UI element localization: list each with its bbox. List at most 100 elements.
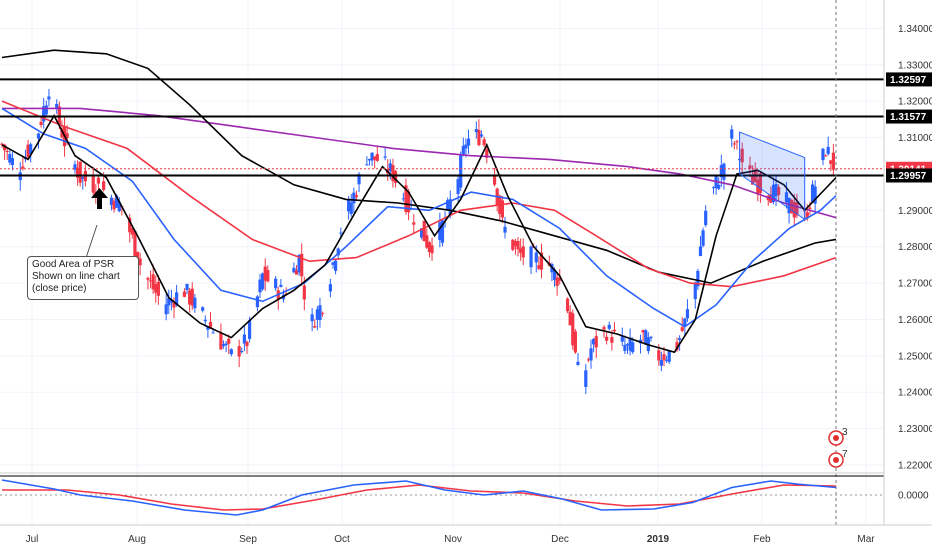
price-tick-label: 1.25000 bbox=[898, 351, 932, 362]
candle-body bbox=[404, 185, 408, 213]
candle-body bbox=[258, 279, 262, 293]
candle-body bbox=[383, 156, 387, 158]
candle-body bbox=[167, 297, 171, 306]
candle-body bbox=[78, 161, 82, 183]
time-label: Aug bbox=[128, 534, 146, 545]
price-axis[interactable]: 1.340001.330001.320001.310001.300001.290… bbox=[883, 0, 932, 525]
candle-body bbox=[511, 239, 515, 250]
ma-slow-black-line bbox=[1, 49, 837, 284]
candle-body bbox=[164, 304, 168, 315]
candle-body bbox=[610, 337, 614, 343]
candle-body bbox=[438, 222, 442, 241]
candle bbox=[823, 154, 828, 157]
candle-body bbox=[466, 138, 471, 146]
candle bbox=[664, 355, 669, 363]
candle-body bbox=[623, 344, 627, 351]
candle-body bbox=[446, 200, 450, 209]
candle-body bbox=[367, 158, 372, 161]
candle bbox=[638, 334, 643, 354]
candle bbox=[266, 265, 270, 283]
candle bbox=[730, 125, 734, 148]
support-resistance-lines bbox=[0, 78, 884, 177]
candle-body bbox=[456, 179, 460, 194]
candle-body bbox=[659, 360, 663, 366]
candle bbox=[154, 275, 158, 303]
time-label: Mar bbox=[857, 534, 875, 545]
candle-body bbox=[401, 198, 405, 200]
candle bbox=[537, 256, 541, 271]
candle bbox=[659, 351, 663, 372]
candle bbox=[592, 338, 596, 353]
candle bbox=[422, 220, 426, 242]
candle-body bbox=[748, 165, 752, 169]
candle-body bbox=[592, 339, 596, 345]
candle-body bbox=[42, 106, 46, 122]
candle-body bbox=[193, 297, 197, 309]
candle-body bbox=[393, 171, 398, 183]
candle bbox=[206, 326, 210, 338]
time-label: Feb bbox=[753, 534, 771, 545]
candle-body bbox=[649, 336, 653, 339]
candle bbox=[315, 306, 319, 331]
psr-annotation: Good Area of PSR Shown on line chart (cl… bbox=[27, 256, 139, 300]
moving-averages bbox=[1, 49, 837, 354]
candle bbox=[620, 327, 624, 347]
candle bbox=[605, 330, 609, 345]
event-badges[interactable]: 37 bbox=[828, 427, 848, 468]
time-label: Sep bbox=[239, 534, 257, 545]
candle bbox=[565, 297, 570, 314]
candle-body bbox=[529, 246, 533, 268]
candle bbox=[474, 121, 478, 139]
candle bbox=[831, 143, 835, 176]
candle bbox=[117, 197, 121, 213]
price-tick-label: 1.24000 bbox=[898, 388, 932, 399]
candle bbox=[482, 136, 486, 147]
candle bbox=[485, 146, 489, 164]
candle-body bbox=[242, 334, 246, 344]
candle-body bbox=[91, 176, 95, 193]
candle bbox=[146, 276, 150, 290]
candle-body bbox=[211, 332, 215, 334]
candle-body bbox=[96, 177, 101, 184]
candle-body bbox=[412, 222, 416, 225]
candle-body bbox=[75, 167, 80, 178]
candle-body bbox=[430, 245, 434, 254]
candle-body bbox=[552, 269, 557, 280]
candle-body bbox=[620, 336, 624, 342]
candle bbox=[156, 274, 160, 305]
candle-body bbox=[628, 337, 632, 351]
candle-body bbox=[459, 154, 463, 188]
candle bbox=[511, 239, 515, 252]
candle bbox=[466, 129, 471, 154]
bull-flag-channel bbox=[739, 131, 806, 221]
candle-body bbox=[203, 319, 207, 322]
candle bbox=[328, 278, 332, 298]
candle-body bbox=[774, 184, 778, 197]
candle-body bbox=[302, 285, 306, 300]
candle-body bbox=[261, 273, 265, 290]
candle bbox=[349, 194, 353, 217]
candle-body bbox=[112, 200, 116, 210]
candle-body bbox=[65, 133, 69, 138]
channel-shape[interactable] bbox=[739, 131, 806, 221]
candle-body bbox=[175, 292, 179, 306]
candle-body bbox=[696, 270, 700, 287]
time-axis[interactable]: Jul Aug Sep Oct Nov Dec 2019 Feb Mar bbox=[0, 524, 932, 550]
candle-body bbox=[568, 311, 572, 326]
candle-body bbox=[795, 202, 799, 216]
candle-body bbox=[357, 174, 361, 185]
candle-body bbox=[571, 313, 575, 346]
candle bbox=[412, 214, 416, 235]
candle-body bbox=[461, 145, 465, 155]
candle-body bbox=[719, 165, 723, 178]
candle bbox=[513, 238, 518, 255]
candle bbox=[732, 140, 736, 150]
candle-body bbox=[294, 270, 299, 275]
candle-body bbox=[102, 181, 106, 190]
candle-body bbox=[740, 148, 744, 163]
candle bbox=[427, 241, 432, 258]
candle-body bbox=[44, 105, 48, 115]
price-label: 1.32597 bbox=[890, 75, 927, 86]
candle-body bbox=[313, 326, 317, 328]
